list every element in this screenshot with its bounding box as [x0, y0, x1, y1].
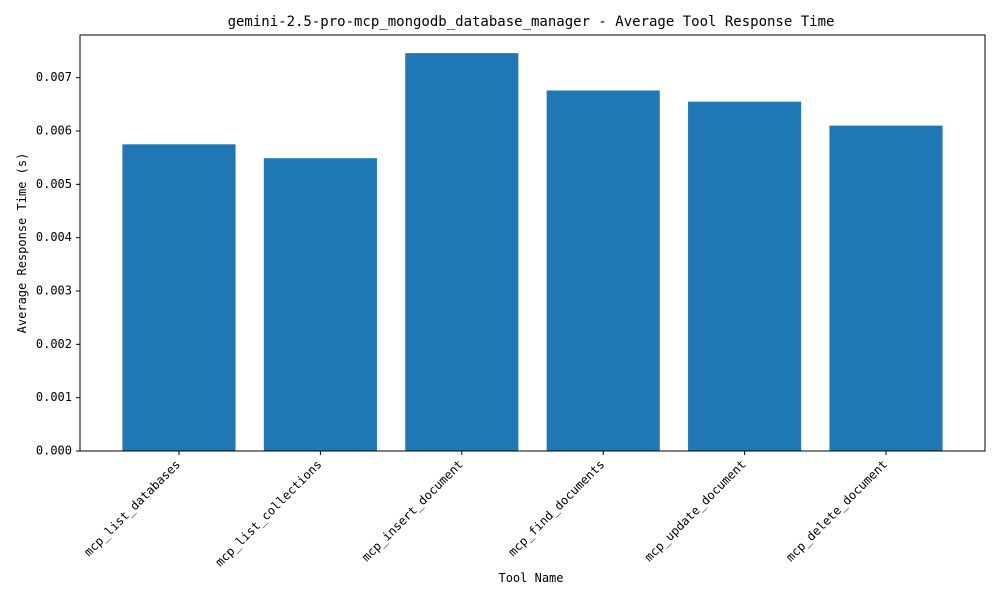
y-tick-label: 0.002 — [36, 337, 72, 351]
bar-mcp_list_databases — [122, 144, 236, 451]
x-axis-label: Tool Name — [498, 571, 563, 585]
y-tick-label: 0.005 — [36, 177, 72, 191]
y-tick-label: 0.004 — [36, 230, 72, 244]
bar-mcp_find_documents — [546, 90, 660, 451]
x-tick-label: mcp_find_documents — [505, 457, 607, 559]
bars-group — [122, 53, 943, 452]
plot-frame — [79, 34, 986, 452]
y-tick-label: 0.006 — [36, 124, 72, 138]
y-axis-label: Average Response Time (s) — [15, 153, 29, 334]
y-tick-label: 0.000 — [36, 444, 72, 458]
y-tick-label: 0.001 — [36, 390, 72, 404]
x-tick-label: mcp_list_collections — [212, 457, 324, 569]
y-tick-label: 0.007 — [36, 70, 72, 84]
y-axis: 0.000 0.001 0.002 0.003 0.004 0.005 0.006 0.007 — [36, 70, 80, 458]
bar-mcp_insert_document — [405, 53, 519, 451]
chart-title: gemini-2.5-pro-mcp_mongodb_database_mana… — [228, 14, 835, 30]
y-tick-label: 0.003 — [36, 284, 72, 298]
x-axis: mcp_list_databases mcp_list_collections mc… — [81, 451, 890, 569]
bar-mcp_delete_document — [829, 125, 943, 452]
bar-mcp_list_collections — [263, 158, 377, 451]
x-tick-label: mcp_update_document — [642, 457, 749, 564]
x-tick-label: mcp_list_databases — [81, 457, 183, 559]
bar-mcp_update_document — [688, 101, 802, 452]
x-tick-label: mcp_delete_document — [783, 457, 890, 564]
x-tick-label: mcp_insert_document — [359, 457, 466, 564]
